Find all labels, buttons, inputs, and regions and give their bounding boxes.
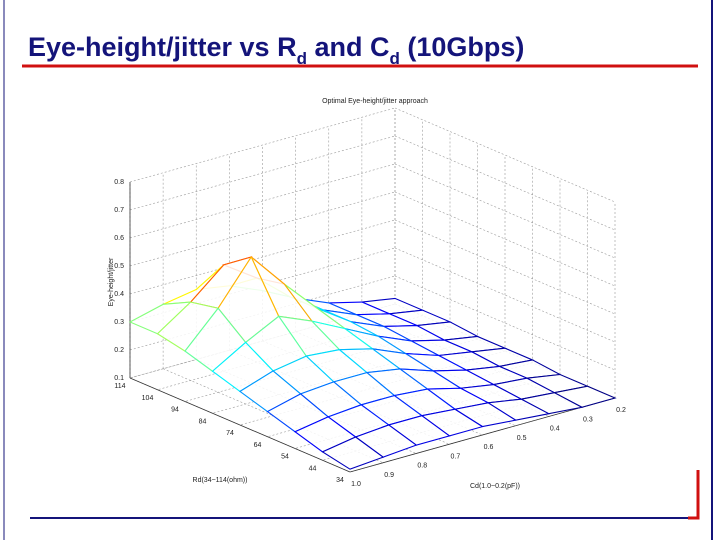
axis-line [129, 377, 351, 473]
z-tick-label: 0.6 [114, 235, 124, 242]
title-subscript: d [389, 49, 399, 68]
title-part: (10Gbps) [400, 32, 525, 62]
z-axis-label: Eye-height/jitter [108, 257, 115, 306]
y-tick-label: 1.0 [351, 481, 361, 488]
title-subscript: d [297, 49, 307, 68]
title-part: Eye-height/jitter vs R [28, 32, 297, 62]
y-tick-label: 0.8 [417, 463, 427, 470]
z-tick-label: 0.4 [114, 291, 124, 298]
y-tick-label: 0.4 [550, 426, 560, 433]
x-tick-label: 34 [336, 477, 344, 484]
x-axis-label: Rd(34~114(ohm)) [193, 477, 248, 484]
x-tick-label: 114 [114, 383, 125, 390]
y-tick-label: 0.5 [517, 435, 527, 442]
grid-line [394, 107, 616, 203]
grid-line [129, 107, 396, 183]
axis-line [349, 397, 616, 473]
y-tick-label: 0.7 [451, 453, 461, 460]
x-tick-label: 84 [199, 418, 207, 425]
y-tick-label: 0.2 [616, 407, 626, 414]
x-tick-label: 64 [254, 442, 262, 449]
y-axis-label: Cd(1.0~0.2(pF)) [470, 483, 520, 490]
x-tick-label: 54 [281, 454, 289, 461]
z-tick-label: 0.3 [114, 319, 124, 326]
y-tick-label: 0.9 [384, 472, 394, 479]
surface-patch [321, 436, 385, 470]
x-tick-label: 44 [309, 465, 317, 472]
y-tick-label: 0.6 [484, 444, 494, 451]
z-tick-label: 0.8 [114, 179, 124, 186]
title-part: and C [307, 32, 390, 62]
slide-title: Eye-height/jitter vs Rd and Cd (10Gbps) [28, 32, 524, 68]
z-tick-label: 0.2 [114, 347, 124, 354]
x-tick-label: 74 [226, 430, 234, 437]
x-tick-label: 104 [142, 395, 154, 402]
footer-bracket [688, 470, 700, 520]
y-tick-label: 0.3 [583, 416, 593, 423]
chart-title: Optimal Eye-height/jitter approach [322, 98, 428, 105]
z-tick-label: 0.1 [114, 375, 124, 382]
x-tick-label: 94 [171, 407, 179, 414]
z-tick-label: 0.7 [114, 207, 124, 214]
z-tick-label: 0.5 [114, 263, 124, 270]
